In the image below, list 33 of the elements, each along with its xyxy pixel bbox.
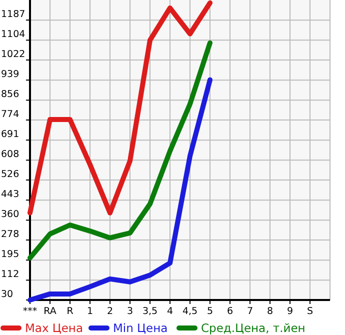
y-tick-label: 691 bbox=[1, 129, 20, 140]
x-tick-label: 7 bbox=[246, 306, 254, 317]
y-tick-label: 1022 bbox=[1, 49, 26, 60]
y-tick-label: 278 bbox=[1, 229, 20, 240]
legend-label: Сред.Цена, т.йен bbox=[201, 321, 306, 335]
x-tick-label: 1 bbox=[86, 306, 94, 317]
y-tick-label: 608 bbox=[1, 149, 20, 160]
x-tick-label: RA bbox=[44, 306, 57, 317]
x-tick-label: 6 bbox=[226, 306, 234, 317]
y-tick-label: 856 bbox=[1, 89, 20, 100]
y-tick-label: 112 bbox=[1, 269, 20, 280]
y-tick-label: 30 bbox=[1, 289, 14, 300]
y-tick-label: 195 bbox=[1, 249, 20, 260]
x-tick-label: *** bbox=[22, 306, 38, 317]
y-tick-label: 1104 bbox=[1, 29, 26, 40]
y-tick-label: 360 bbox=[1, 209, 20, 220]
x-tick-label: 8 bbox=[266, 306, 274, 317]
legend-label: Min Цена bbox=[113, 321, 168, 335]
x-tick-label: 5 bbox=[206, 306, 214, 317]
y-tick-label: 774 bbox=[1, 109, 20, 120]
y-tick-label: 1187 bbox=[1, 9, 26, 20]
legend-label: Max Цена bbox=[25, 321, 83, 335]
x-tick-label: 3,5 bbox=[142, 306, 158, 317]
y-tick-label: 443 bbox=[1, 189, 20, 200]
x-tick-label: R bbox=[66, 306, 74, 317]
x-tick-label: 4,5 bbox=[182, 306, 198, 317]
x-tick-label: 9 bbox=[286, 306, 294, 317]
y-tick-label: 939 bbox=[1, 69, 20, 80]
x-tick-label: 3 bbox=[126, 306, 134, 317]
x-tick-label: S bbox=[306, 306, 314, 317]
x-tick-label: 4 bbox=[166, 306, 174, 317]
y-tick-label: 526 bbox=[1, 169, 20, 180]
x-tick-label: 2 bbox=[106, 306, 114, 317]
